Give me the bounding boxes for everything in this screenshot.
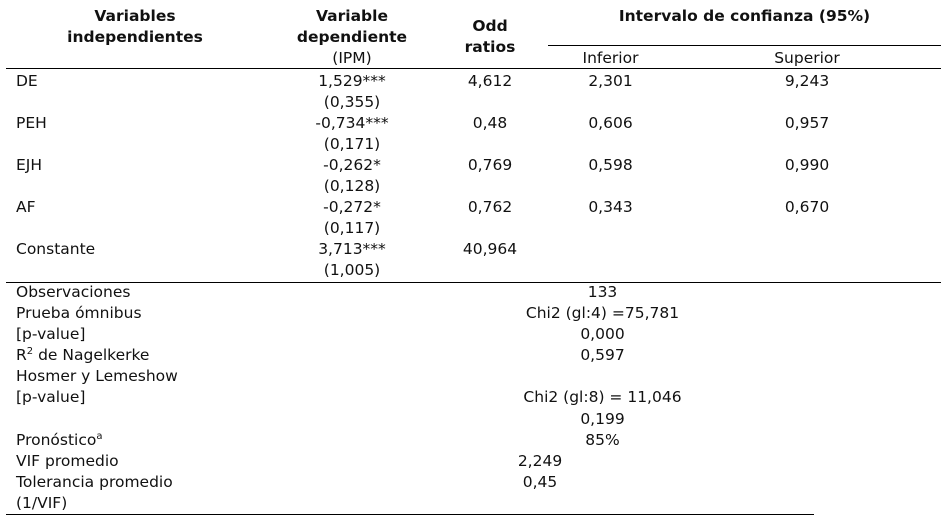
header-rule [6,68,941,69]
row-coef: 3,713*** [318,240,386,258]
header-indep-line1: Variables [94,7,176,25]
pron-label-main: Pronóstico [16,431,97,449]
stat-r2-value: 0,597 [580,346,625,364]
row-odds: 4,612 [467,72,513,90]
header-odd-ratios: Odd ratios [440,16,540,58]
row-ci-upper: 0,990 [784,156,830,174]
stat-tol-value: 0,45 [522,473,558,491]
tol-label-line1: Tolerancia promedio [16,473,173,491]
row-se: (1,005) [323,261,381,279]
stat-hl-value: Chi2 (gl:8) = 11,046 [523,388,682,406]
row-ci-lower: 0,606 [588,114,633,132]
stat-omnibus-value: Chi2 (gl:4) =75,781 [525,304,680,322]
header-dep-line2: dependiente [296,28,408,46]
row-label: EJH [16,156,43,174]
stat-hl-label: Hosmer y Lemeshow [16,367,178,385]
stat-omnibus-p: 0,000 [580,325,625,343]
row-label: Constante [16,240,96,258]
header-indep-line2: independientes [67,28,203,46]
header-ci-title: Intervalo de confianza (95%) [618,7,871,25]
body-rule [6,282,941,283]
row-ci-lower: 2,301 [588,72,633,90]
stat-tol-label: Tolerancia promedio (1/VIF) [16,472,173,514]
row-ci-lower: 0,598 [588,156,633,174]
header-dependent-var: Variable dependiente (IPM) [268,6,436,69]
r2-label-main: R [16,346,27,364]
row-label: AF [16,198,36,216]
stat-pronostico-value: 85% [585,431,620,449]
stat-obs-value: 133 [587,283,618,301]
row-label: PEH [16,114,47,132]
r2-label-rest: de Nagelkerke [33,346,150,364]
row-coef: 1,529*** [318,72,386,90]
stat-r2-label: R2 de Nagelkerke [16,345,149,366]
row-se: (0,117) [323,219,381,237]
header-ci-upper: Superior [774,49,840,67]
row-label: DE [16,72,38,90]
row-odds: 0,769 [467,156,513,174]
stat-obs-label: Observaciones [16,283,131,301]
stat-vif-value: 2,249 [517,452,563,470]
row-se: (0,171) [323,135,381,153]
ci-subheader-rule [548,45,941,46]
stat-pvalue-label: [p-value] [16,325,86,343]
row-ci-lower: 0,343 [588,198,633,216]
stat-hl-p: 0,199 [580,410,625,428]
row-ci-upper: 0,670 [784,198,830,216]
header-ci-lower: Inferior [582,49,639,67]
row-coef: -0,262* [323,156,381,174]
tol-label-line2: (1/VIF) [16,494,68,512]
stat-vif-label: VIF promedio [16,452,119,470]
row-coef: -0,734*** [315,114,389,132]
stat-hl-pvalue-label: [p-value] [16,388,86,406]
stat-omnibus-label: Prueba ómnibus [16,304,142,322]
r2-label-sup: 2 [26,346,34,357]
header-odd-line2: ratios [464,38,516,56]
row-ci-upper: 9,243 [784,72,830,90]
header-dep-line3: (IPM) [332,49,372,67]
stat-pronostico-label: Pronósticoa [16,430,103,451]
header-dep-line1: Variable [316,7,388,25]
row-ci-upper: 0,957 [784,114,830,132]
row-se: (0,128) [323,177,381,195]
row-coef: -0,272* [323,198,381,216]
pron-label-sup: a [96,431,103,442]
row-odds: 40,964 [462,240,518,258]
header-independent-vars: Variables independientes [40,6,230,48]
header-odd-line1: Odd [472,17,508,35]
row-odds: 0,48 [472,114,508,132]
row-se: (0,355) [323,93,381,111]
row-odds: 0,762 [467,198,513,216]
footer-rule [6,514,814,515]
